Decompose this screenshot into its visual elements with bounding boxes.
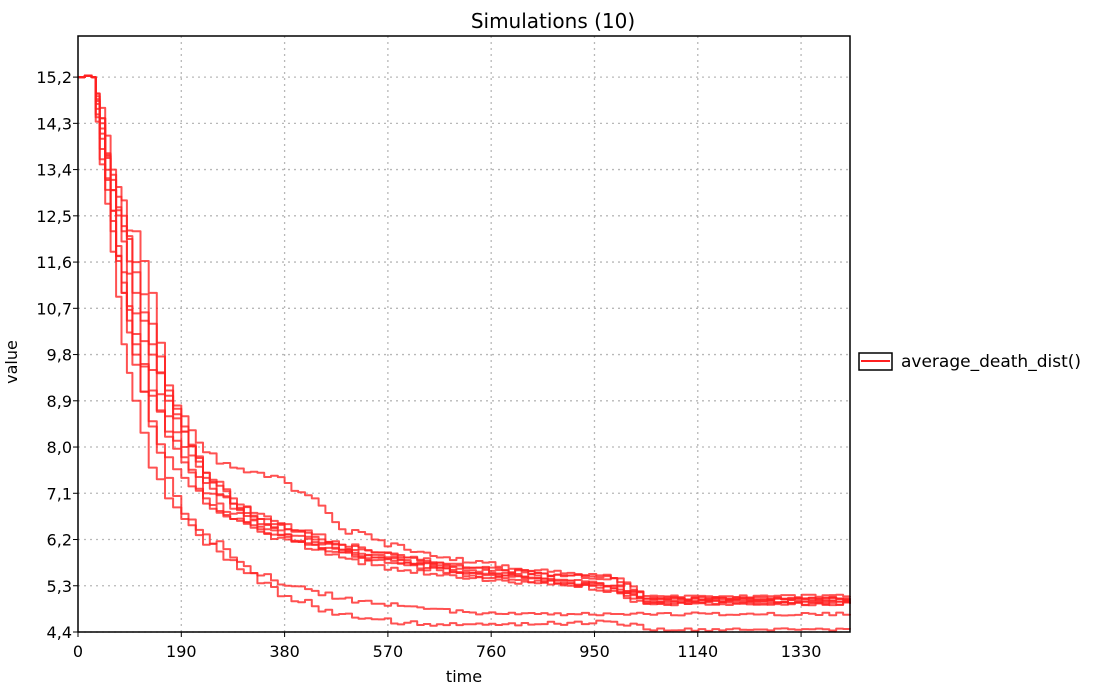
y-tick-label: 14,3 bbox=[36, 114, 72, 133]
series-line-2 bbox=[78, 74, 851, 604]
chart-title: Simulations (10) bbox=[471, 9, 635, 33]
x-tick-label: 0 bbox=[73, 642, 83, 661]
y-axis-title: value bbox=[2, 340, 21, 384]
x-axis-title: time bbox=[446, 667, 482, 686]
series-line-1 bbox=[78, 74, 851, 601]
y-tick-labels: 15,2 14,3 13,4 12,5 11,6 10,7 9,8 8,9 8,0 7,1 6,2 5… bbox=[36, 68, 78, 642]
y-tick-label: 13,4 bbox=[36, 161, 72, 180]
y-tick-label: 9,8 bbox=[47, 346, 72, 365]
x-tick-label: 570 bbox=[373, 642, 404, 661]
series-layer bbox=[78, 74, 851, 632]
y-tick-label: 7,1 bbox=[47, 484, 72, 503]
y-tick-label: 6,2 bbox=[47, 531, 72, 550]
y-tick-label: 5,3 bbox=[47, 577, 72, 596]
x-tick-label: 760 bbox=[476, 642, 507, 661]
y-tick-label: 10,7 bbox=[36, 299, 72, 318]
y-tick-label: 15,2 bbox=[36, 68, 72, 87]
series-line-9 bbox=[78, 74, 851, 617]
y-tick-label: 4,4 bbox=[47, 623, 72, 642]
legend: average_death_dist() bbox=[858, 352, 1081, 372]
x-tick-label: 380 bbox=[269, 642, 300, 661]
grid bbox=[78, 36, 850, 633]
y-tick-label: 8,9 bbox=[47, 392, 72, 411]
x-tick-label: 190 bbox=[166, 642, 197, 661]
y-tick-label: 11,6 bbox=[36, 253, 72, 272]
x-tick-label: 950 bbox=[579, 642, 610, 661]
x-tick-label: 1140 bbox=[677, 642, 718, 661]
series-line-8 bbox=[78, 74, 851, 607]
series-line-7 bbox=[78, 74, 851, 602]
x-tick-label: 1330 bbox=[781, 642, 822, 661]
y-tick-label: 8,0 bbox=[47, 438, 72, 457]
y-tick-label: 12,5 bbox=[36, 207, 72, 226]
series-line-10 bbox=[78, 74, 851, 632]
legend-entry: average_death_dist() bbox=[901, 352, 1081, 372]
x-tick-labels: 0 190 380 570 760 950 1140 1330 bbox=[73, 632, 822, 661]
series-line-6 bbox=[78, 74, 851, 602]
series-line-5 bbox=[78, 74, 851, 604]
plot-frame bbox=[77, 35, 851, 633]
